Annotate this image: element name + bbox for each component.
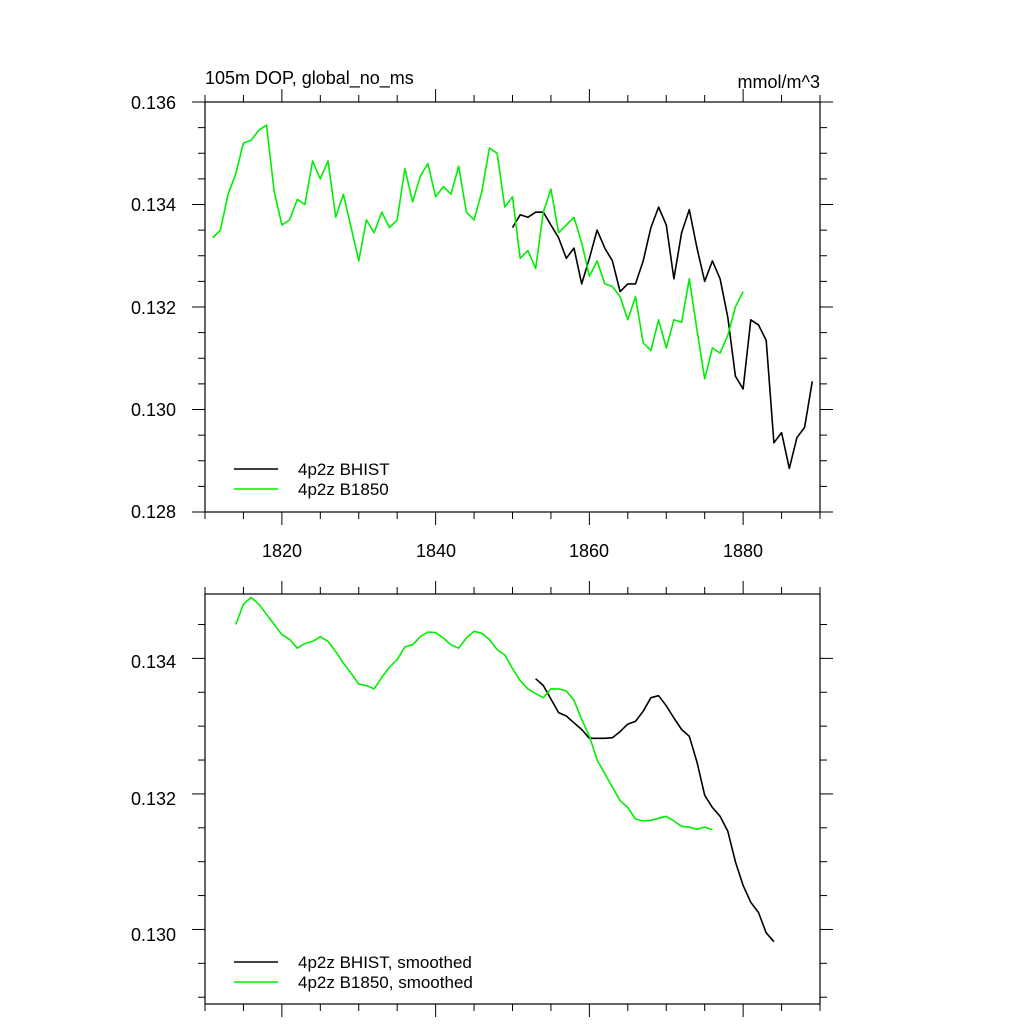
bottom-y-ticklabels: 0.134 0.132 0.130 [131,652,176,945]
top-x-ticklabel: 1820 [262,541,302,561]
bottom-panel: 0.134 0.132 0.130 4p2z BHIST, smoothed 4… [131,581,833,1017]
top-legend-label-b1850: 4p2z B1850 [298,480,389,499]
bottom-y-ticklabel: 0.130 [131,925,176,945]
bottom-series-line-bhist [535,678,775,943]
top-x-ticklabel: 1840 [416,541,456,561]
top-plot-frame [204,101,821,513]
top-y-ticklabel: 0.134 [131,195,176,215]
top-axis-ticks [192,89,833,525]
bottom-plot-frame [204,593,821,1005]
top-panel-title: 105m DOP, global_no_ms [205,68,414,89]
top-series-line-b1850 [212,124,744,380]
top-legend-label-bhist: 4p2z BHIST [298,460,390,479]
bottom-y-ticklabel: 0.134 [131,652,176,672]
top-y-ticklabels: 0.136 0.134 0.132 0.130 0.128 [131,93,176,522]
bottom-y-ticklabel: 0.132 [131,789,176,809]
bottom-legend-label-b1850: 4p2z B1850, smoothed [298,973,473,992]
bottom-series-line-b1850 [235,596,713,831]
top-panel-units: mmol/m^3 [738,72,820,92]
top-series-line-bhist [511,206,814,470]
top-y-ticklabel: 0.136 [131,93,176,113]
top-legend: 4p2z BHIST 4p2z B1850 [234,460,390,499]
top-x-ticklabel: 1880 [723,541,763,561]
top-x-ticklabels: 1820 1840 1860 1880 [262,541,763,561]
bottom-legend-label-bhist: 4p2z BHIST, smoothed [298,953,472,972]
top-y-ticklabel: 0.132 [131,298,176,318]
bottom-axis-ticks [192,581,833,1017]
top-x-ticklabel: 1860 [569,541,609,561]
bottom-legend: 4p2z BHIST, smoothed 4p2z B1850, smoothe… [234,953,473,992]
top-panel: 105m DOP, global_no_ms mmol/m^3 0.136 0.… [131,68,833,561]
top-y-ticklabel: 0.130 [131,400,176,420]
top-y-ticklabel: 0.128 [131,502,176,522]
